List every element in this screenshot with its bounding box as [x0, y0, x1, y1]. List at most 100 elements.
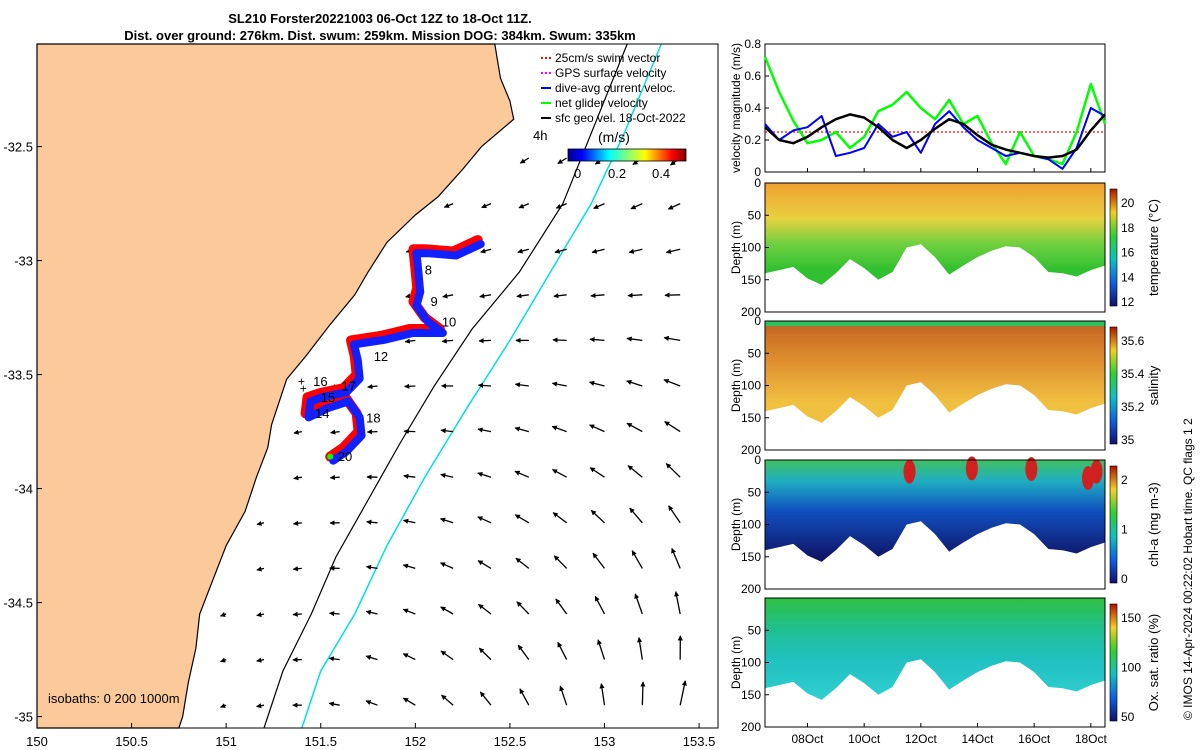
current-arrow — [440, 606, 454, 615]
gps-marker: + — [298, 374, 305, 388]
oxygen-panel: 50 100 150 200 Depth (m) 50 100 150 Ox. sat. rat… — [729, 597, 1161, 734]
chla-colorbar-label: chl-a (mg m-3) — [1146, 482, 1161, 567]
y-tick-label: 50 — [748, 485, 762, 499]
salinity-section — [765, 321, 1105, 423]
oxygen-colorbar-tick: 150 — [1121, 611, 1141, 625]
current-arrow — [441, 338, 454, 344]
current-arrow — [589, 336, 605, 343]
current-arrow — [599, 683, 606, 706]
current-arrow — [665, 463, 681, 478]
current-arrow — [443, 202, 454, 208]
temperature-colorbar-tick: 18 — [1121, 221, 1135, 235]
salinity-ylabel: Depth (m) — [729, 359, 743, 412]
legend-label: GPS surface velocity — [555, 66, 666, 80]
current-arrow — [594, 595, 606, 615]
chla-section — [765, 460, 1105, 562]
current-arrow — [628, 248, 643, 254]
current-arrow — [516, 293, 529, 299]
current-arrow — [442, 293, 454, 299]
map-axes-frame — [36, 43, 719, 729]
track-day-label: 20 — [338, 449, 352, 464]
legend-label: dive-avg current veloc. — [555, 81, 676, 95]
current-arrow — [440, 650, 454, 661]
current-arrow — [404, 338, 416, 344]
isobath-1000m — [301, 43, 662, 729]
current-arrow — [551, 468, 567, 478]
current-arrow — [679, 680, 687, 706]
current-arrow — [365, 564, 378, 570]
current-arrow — [591, 248, 605, 254]
current-arrow — [663, 335, 681, 342]
x-tick-label: 150 — [26, 734, 48, 749]
current-arrow — [627, 292, 643, 298]
y-tick-label: 100 — [741, 379, 761, 393]
current-arrow — [674, 591, 681, 615]
current-arrow — [220, 612, 227, 617]
y-tick-label: -34.5 — [3, 596, 33, 611]
current-arrow — [292, 520, 302, 526]
x-tick-label: 14Oct — [961, 732, 994, 746]
current-arrow — [626, 379, 643, 387]
current-arrow — [402, 608, 416, 615]
current-arrow — [256, 520, 265, 526]
y-tick-label: 50 — [748, 623, 762, 637]
current-arrow — [367, 383, 378, 390]
speed-colorbar: (m/s) 0 0.2 0.4 — [567, 129, 687, 181]
current-arrow — [557, 157, 568, 165]
chla-ylabel: Depth (m) — [729, 498, 743, 551]
track-day-label: 8 — [425, 262, 432, 277]
current-arrow — [515, 557, 530, 569]
isobaths-label: isobaths: 0 200 1000m — [48, 691, 180, 706]
colorbar-title: (m/s) — [598, 129, 630, 145]
current-arrow — [477, 427, 492, 433]
legend-label: net glider velocity — [555, 96, 648, 110]
current-arrow — [551, 381, 567, 387]
current-arrow — [477, 560, 492, 569]
current-arrow — [403, 473, 416, 479]
chla-hotspot — [903, 459, 916, 484]
current-arrow — [256, 566, 265, 572]
current-arrow — [552, 337, 567, 343]
geo-velocity-line — [764, 113, 1106, 159]
dive-avg-current-line — [764, 107, 1106, 170]
current-arrow — [593, 203, 605, 210]
title-line-2: Dist. over ground: 276km. Dist. swum: 25… — [124, 28, 636, 43]
y-tick-label: 150 — [741, 411, 761, 425]
x-tick-label: 08Oct — [791, 732, 824, 746]
current-arrow — [519, 157, 530, 164]
chla-colorbar-tick: 0 — [1121, 572, 1128, 586]
current-arrow — [664, 421, 681, 433]
current-arrow — [517, 248, 530, 254]
current-arrow — [630, 203, 643, 210]
salinity-colorbar-tick: 35.4 — [1121, 367, 1145, 381]
salinity-colorbar-tick: 35.6 — [1121, 334, 1145, 348]
y-tick-label: 50 — [748, 346, 762, 360]
oxygen-section — [765, 598, 1105, 700]
current-arrow — [588, 380, 605, 387]
current-arrow — [557, 641, 568, 660]
track-day-label: 12 — [374, 349, 388, 364]
y-tick-label: 200 — [741, 443, 761, 457]
current-arrow — [330, 429, 340, 435]
temperature-panel: 0 50 100 150 200 Depth (m) 12 14 16 18 20 temperatu… — [729, 176, 1161, 319]
current-arrow — [627, 465, 643, 478]
chla-hotspot — [1025, 457, 1038, 482]
x-tick-label: 152.5 — [494, 734, 527, 749]
chla-colorbar-tick: 1 — [1121, 523, 1128, 537]
title-line-1: SL210 Forster20221003 06-Oct 12Z to 18-O… — [228, 11, 532, 26]
current-arrow — [329, 474, 340, 481]
y-tick-label: -34 — [14, 482, 33, 497]
current-arrow — [589, 467, 605, 478]
y-tick-label: 0.4 — [744, 101, 761, 115]
oxygen-colorbar-label: Ox. sat. ratio (%) — [1146, 614, 1161, 712]
track-day-label: 9 — [430, 294, 437, 309]
y-tick-label: -33.5 — [3, 368, 33, 383]
isobath-200m — [263, 43, 628, 729]
x-tick-label: 151.5 — [304, 734, 337, 749]
current-arrow — [634, 593, 643, 615]
y-tick-label: 100 — [741, 241, 761, 255]
track-day-label: 17 — [342, 379, 356, 394]
glider-position — [327, 453, 334, 460]
